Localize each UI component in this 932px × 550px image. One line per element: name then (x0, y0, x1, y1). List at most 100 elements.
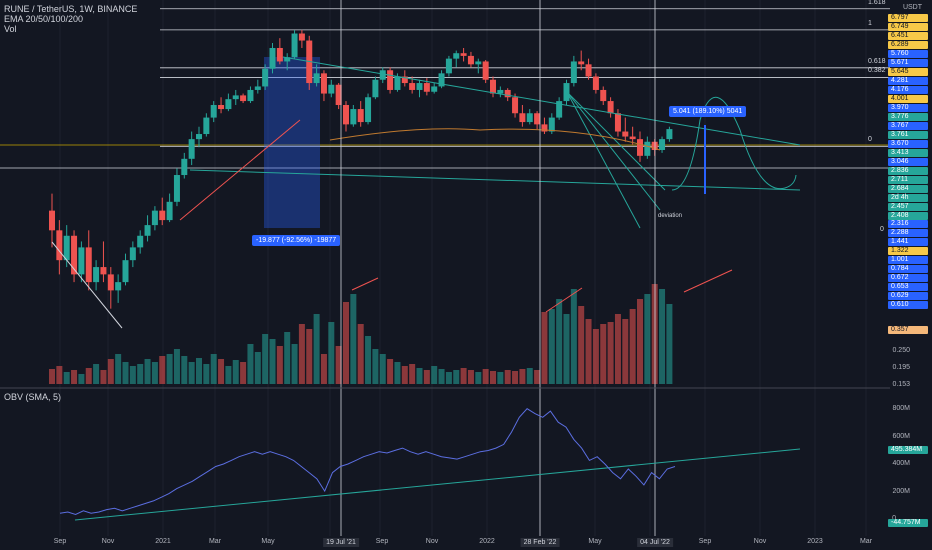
volume-bar (276, 346, 283, 384)
volume-bar (203, 364, 210, 384)
time-axis-label: Sep (53, 538, 67, 545)
candle-body (445, 58, 452, 74)
time-axis-highlight: 28 Feb '22 (520, 538, 560, 547)
candle-body (313, 73, 320, 84)
volume-bar (614, 314, 621, 384)
candle-body (387, 70, 394, 90)
candle-body (93, 267, 100, 283)
fib-ratio-label: 0 (868, 136, 872, 144)
volume-bar (93, 364, 100, 384)
volume-bars (49, 284, 673, 384)
price-level-badge: 0.629 (888, 292, 928, 300)
candle-body (541, 124, 548, 132)
scale-label: 0.153 (892, 381, 910, 388)
date-crosshairs (340, 0, 656, 536)
volume-bar (512, 371, 519, 384)
price-level-badge: 4.001 (888, 95, 928, 103)
volume-bar (129, 366, 136, 384)
volume-bar (570, 289, 577, 384)
volume-bar (144, 359, 151, 384)
volume-bar (490, 371, 496, 384)
candle-body (548, 117, 555, 132)
volume-bar (394, 362, 401, 384)
price-level-badge: 3.046 (888, 158, 928, 166)
candle-body (276, 47, 283, 62)
fib-ratio-label: 1.618 (868, 0, 886, 6)
volume-bar (63, 372, 70, 384)
volume-bar (122, 362, 129, 384)
volume-bar (666, 304, 673, 384)
volume-bar (298, 324, 305, 384)
candle-body (269, 47, 276, 69)
obv-indicator-label[interactable]: OBV (SMA, 5) (4, 392, 62, 402)
fan-line-3 (566, 91, 666, 191)
volume-bar (218, 359, 225, 384)
candle-body (534, 113, 541, 125)
volume-bar (534, 370, 541, 384)
price-level-badge: 0.672 (888, 274, 928, 282)
vol-arrow-2 (545, 287, 583, 313)
price-level-badge: 0.784 (888, 265, 928, 273)
obv-scale-label: 600M (892, 433, 910, 440)
volume-indicator-label[interactable]: Vol (4, 24, 17, 34)
volume-bar (460, 368, 467, 384)
fib-ratio-label: 0.618 (868, 57, 886, 65)
candle-body (343, 105, 349, 125)
obv-value-badge: 495.384M (888, 446, 928, 454)
volume-bar (504, 370, 511, 384)
price-level-badge: 3.670 (888, 140, 928, 148)
obv-scale-label: 400M (892, 460, 910, 467)
candle-body (225, 99, 232, 110)
volume-bar (291, 344, 298, 384)
candle-body (247, 89, 254, 102)
price-level-badge: 3.413 (888, 149, 928, 157)
candle-body (416, 83, 423, 90)
candle-body (372, 79, 379, 98)
scale-label: 0.250 (892, 347, 910, 354)
volume-bar (350, 294, 357, 384)
candle-body (482, 61, 489, 80)
obv-scale-label: 800M (892, 405, 910, 412)
candle-body (475, 61, 482, 65)
volume-bar (49, 369, 55, 384)
volume-bar (284, 332, 291, 384)
volume-bar (548, 309, 555, 384)
candle-body (350, 109, 357, 125)
candle-body (173, 175, 180, 202)
vol-arrow-1 (351, 277, 379, 291)
volume-bar (306, 329, 313, 384)
volume-bar (262, 334, 269, 384)
candle-body (431, 86, 438, 92)
volume-bar (445, 372, 452, 384)
ema-line-red (179, 119, 301, 221)
volume-bar (622, 319, 629, 384)
price-level-badge: 4.176 (888, 86, 928, 94)
symbol-title[interactable]: RUNE / TetherUS, 1W, BINANCE (4, 4, 138, 14)
fib-levels (0, 8, 890, 169)
candle-body (379, 70, 386, 80)
drawdown-measure-label[interactable]: -19.877 (-92.56%) -19877 (252, 235, 341, 246)
volume-bar (379, 354, 386, 384)
candle-body (159, 210, 166, 221)
candle-body (210, 105, 217, 118)
volume-bar (71, 370, 78, 384)
volume-bar (659, 289, 666, 384)
fan-line-2 (566, 91, 661, 211)
time-axis-label: 2023 (807, 538, 823, 545)
fan-line-1 (566, 91, 641, 229)
time-axis-label: Nov (101, 538, 115, 545)
candle-body (144, 225, 151, 236)
candle-body (107, 274, 114, 291)
ema-indicator-label[interactable]: EMA 20/50/100/200 (4, 14, 84, 24)
volume-bar (563, 314, 570, 384)
volume-bar (438, 369, 445, 384)
volume-bar (210, 354, 217, 384)
rise-measure-label[interactable]: 5.041 (189.10%) 5041 (669, 106, 747, 117)
volume-bar (107, 359, 114, 384)
volume-bar (173, 349, 180, 384)
candle-body (262, 68, 269, 87)
volume-bar (453, 370, 460, 384)
time-axis-label: Nov (753, 538, 767, 545)
time-axis-label: Mar (859, 538, 873, 545)
